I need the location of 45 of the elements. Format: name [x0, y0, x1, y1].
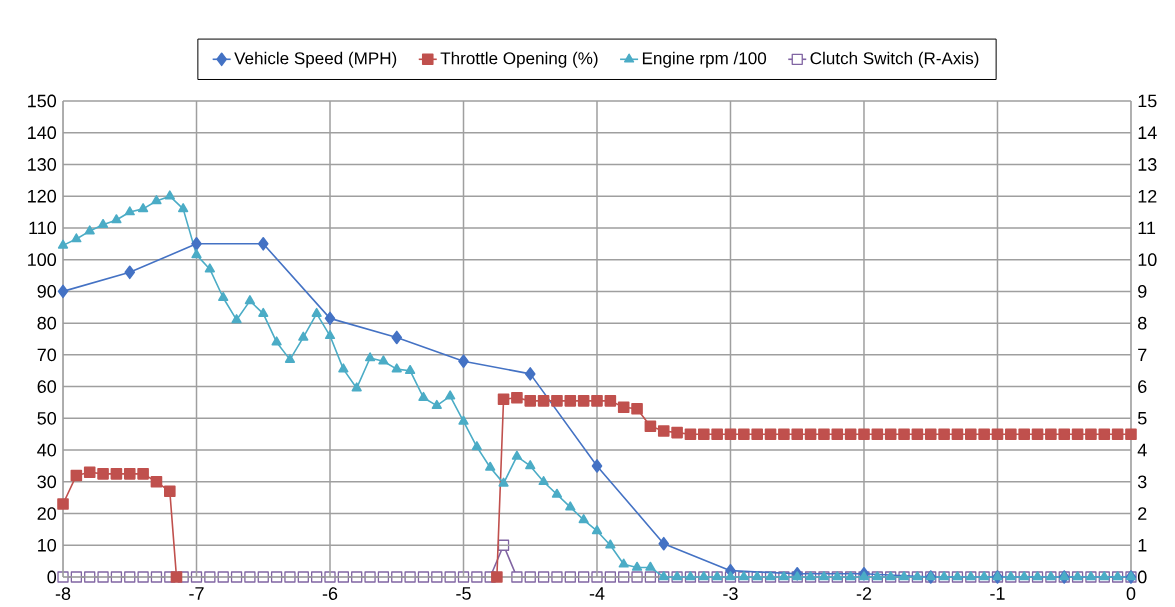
y2-tick-label: 7 — [1138, 348, 1147, 362]
y2-tick-label: 4 — [1137, 443, 1147, 457]
y-tick-label: 20 — [37, 507, 57, 520]
y2-tick-label: 2 — [1138, 507, 1147, 520]
x-tick-label: -2 — [856, 587, 872, 600]
y-tick-label: 40 — [37, 443, 57, 457]
y2-tick-label: 14 — [1138, 126, 1157, 139]
y2-tick-label: 0 — [1137, 570, 1147, 584]
y2-tick-label: 9 — [1138, 285, 1147, 298]
x-tick-label: -5 — [456, 587, 471, 600]
x-tick-label: -1 — [990, 587, 1005, 600]
x-tick-label: -4 — [589, 587, 605, 600]
y2-tick-label: 13 — [1138, 158, 1157, 171]
y-tick-label: 90 — [37, 285, 57, 298]
legend-label: Engine rpm /100 — [642, 51, 767, 68]
y2-tick-label: 15 — [1138, 94, 1157, 108]
y-tick-label: 70 — [37, 348, 57, 362]
legend-label: Clutch Switch (R-Axis) — [810, 51, 979, 68]
x-tick-label: -3 — [723, 587, 738, 600]
x-tick-label: -7 — [189, 587, 204, 600]
y2-tick-label: 3 — [1137, 475, 1147, 489]
y-tick-label: 130 — [28, 158, 57, 171]
y-tick-label: 140 — [28, 126, 57, 140]
y2-tick-label: 5 — [1137, 412, 1147, 425]
y2-tick-label: 10 — [1138, 253, 1157, 267]
y-tick-label: 100 — [28, 253, 57, 267]
legend-label: Throttle Opening (%) — [440, 51, 598, 68]
y-tick-label: 80 — [37, 316, 57, 330]
y-tick-label: 120 — [28, 189, 57, 203]
y2-tick-label: 8 — [1138, 316, 1147, 330]
x-tick-label: -8 — [55, 587, 71, 600]
x-tick-label: 0 — [1126, 587, 1136, 600]
y-tick-label: 50 — [37, 411, 57, 425]
y-tick-label: 60 — [37, 380, 57, 393]
y-tick-label: 30 — [37, 475, 57, 489]
x-tick-label: -6 — [322, 587, 338, 600]
y-tick-label: 10 — [38, 538, 57, 552]
legend-label: Vehicle Speed (MPH) — [234, 51, 397, 68]
y2-tick-label: 1 — [1138, 539, 1147, 552]
y2-tick-label: 11 — [1138, 221, 1156, 235]
y2-tick-label: 6 — [1138, 380, 1147, 393]
y-tick-label: 110 — [29, 221, 57, 235]
y-tick-label: 0 — [47, 570, 57, 584]
y-tick-label: 150 — [28, 94, 57, 108]
y2-tick-label: 12 — [1138, 189, 1157, 203]
